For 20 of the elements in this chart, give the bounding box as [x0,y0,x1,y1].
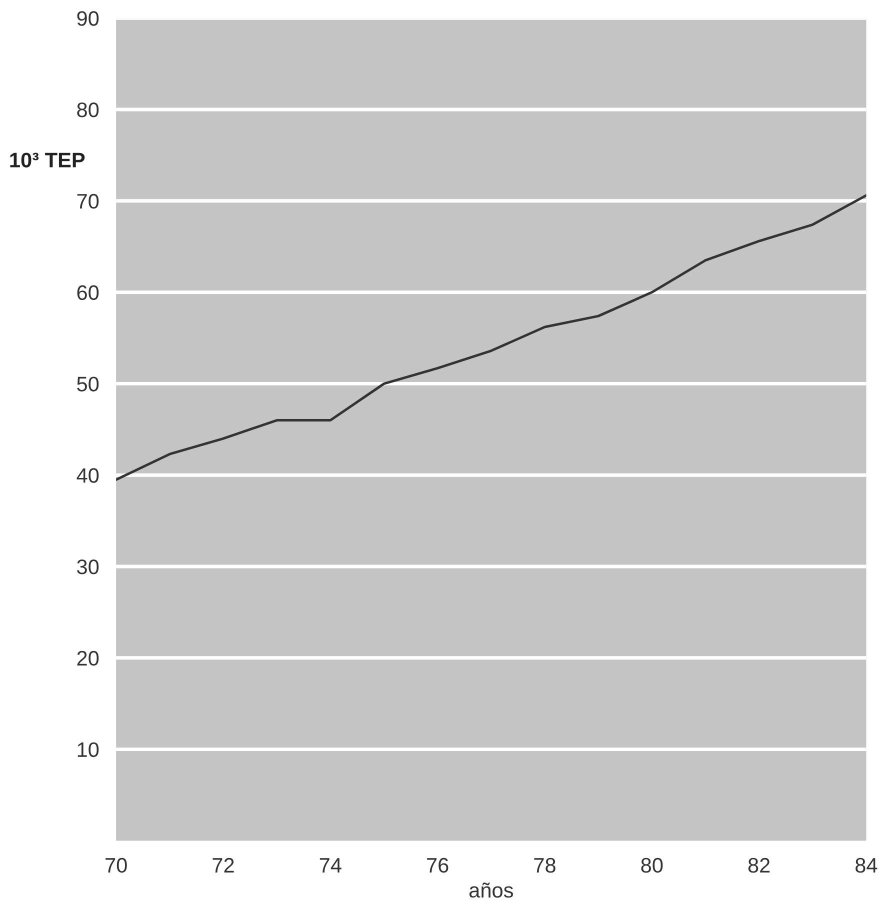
x-tick-label: 70 [106,858,127,873]
y-tick-label: 70 [77,194,99,209]
y-tick-label: 20 [77,650,99,666]
y-tick-label: 40 [76,468,99,483]
x-tick-label: 72 [212,858,234,872]
x-tick-label: 76 [427,858,448,873]
y-tick-label: 10 [78,742,99,758]
y-axis-title: 10³ TEP [10,152,85,168]
line-series [116,194,866,481]
x-tick-label: 74 [320,858,342,872]
x-axis-title: años [469,882,513,898]
y-tick-label: 50 [77,376,99,392]
x-tick-label: 78 [534,858,556,873]
x-tick-label: 84 [856,858,878,873]
y-tick-label: 30 [77,560,99,574]
y-tick-label: 90 [77,11,99,26]
x-tick-label: 82 [748,858,770,873]
y-tick-label: 80 [77,102,99,118]
x-tick-label: 80 [641,858,663,873]
y-tick-label: 60 [77,285,99,300]
